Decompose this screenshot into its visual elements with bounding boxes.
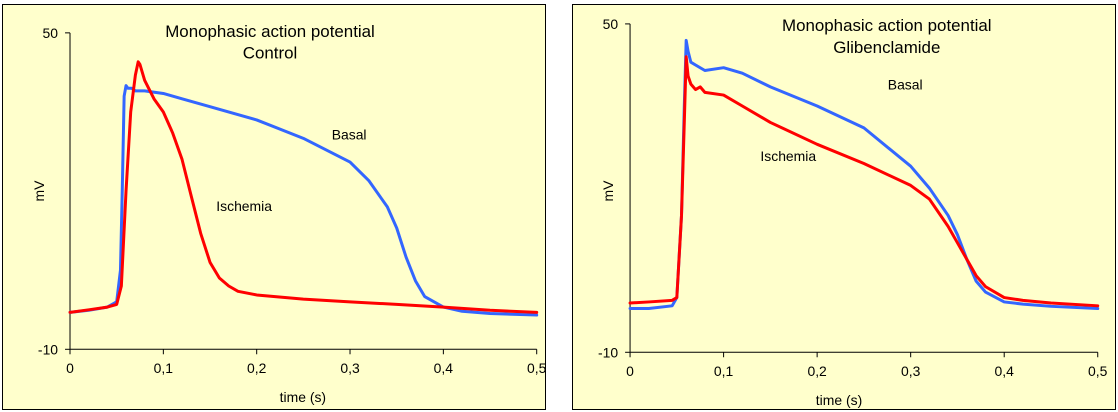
y-axis-label: mV [600, 180, 616, 202]
chart-title: Monophasic action potential [782, 16, 992, 35]
series-line-basal [68, 84, 539, 317]
x-tick-label: 0,5 [527, 360, 547, 376]
chart-subtitle: Control [243, 44, 298, 63]
chart-subtitle: Glibenclamide [833, 38, 940, 57]
chart-glibenclamide: Monophasic action potential Glibenclamid… [598, 16, 1108, 408]
x-tick-label: 0,1 [714, 363, 734, 379]
x-tick-label: 0 [66, 360, 74, 376]
chart-title: Monophasic action potential [165, 22, 375, 41]
series-line-basal [628, 38, 1100, 310]
x-tick-label: 0,2 [247, 360, 267, 376]
y-tick-label: -10 [598, 344, 618, 360]
x-tick-label: 0,3 [901, 363, 921, 379]
y-tick-label: -10 [38, 341, 58, 357]
annotation-ischemia: Ischemia [760, 148, 816, 164]
annotation-ischemia: Ischemia [216, 198, 272, 214]
annotation-basal: Basal [888, 77, 923, 93]
annotation-basal: Basal [332, 126, 367, 142]
x-tick-label: 0,4 [434, 360, 454, 376]
x-tick-label: 0,3 [340, 360, 360, 376]
series-line-ischemia [628, 55, 1100, 308]
x-tick-label: 0,4 [995, 363, 1015, 379]
y-tick-label: 50 [43, 25, 59, 41]
x-axis-label: time (s) [280, 389, 326, 405]
x-tick-label: 0,5 [1088, 363, 1108, 379]
y-tick-label: 50 [603, 16, 619, 32]
chart-panel-control: Monophasic action potential Control time… [2, 4, 547, 410]
chart-control: Monophasic action potential Control time… [31, 22, 547, 405]
chart-panel-glibenclamide: Monophasic action potential Glibenclamid… [572, 4, 1116, 410]
y-axis-label: mV [31, 180, 47, 202]
x-tick-label: 0 [626, 363, 634, 379]
x-axis-label: time (s) [816, 392, 862, 408]
series-line-ischemia [68, 60, 539, 314]
x-tick-label: 0,1 [154, 360, 174, 376]
x-tick-label: 0,2 [807, 363, 827, 379]
